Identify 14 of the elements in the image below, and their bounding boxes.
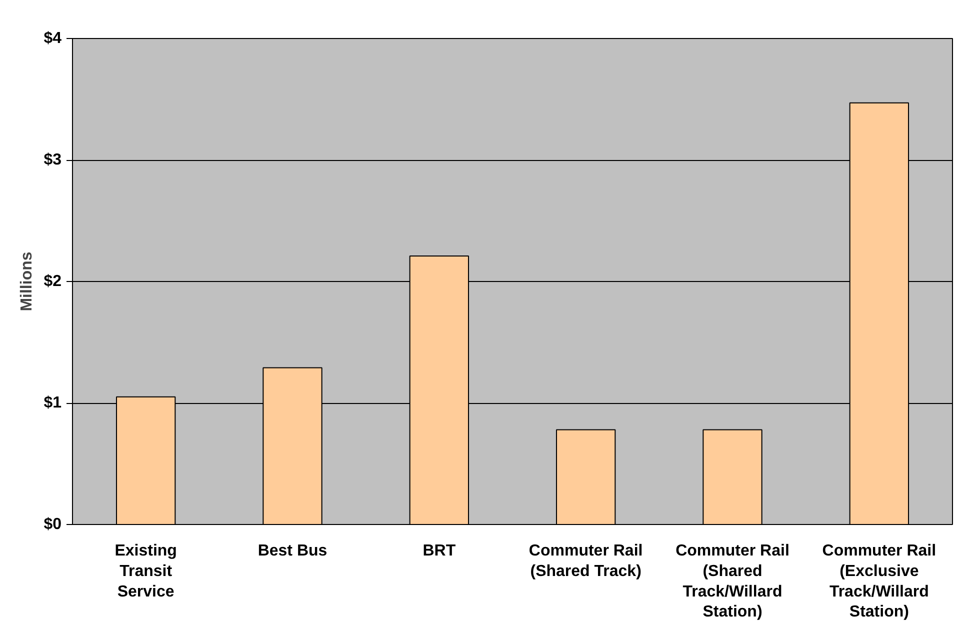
x-tick-label: Commuter Rail (Shared Track/Willard Station): [676, 542, 790, 621]
x-tick-label: Commuter Rail (Shared Track): [528, 542, 643, 580]
bar: [556, 429, 616, 524]
y-tick-label: $3: [44, 152, 62, 168]
y-tick-label: $0: [44, 516, 62, 533]
y-axis-title: Millions: [18, 252, 36, 312]
x-tick-label: Best Bus: [258, 542, 328, 560]
x-tick-label: Commuter Rail (Exclusive Track/Willard Station): [822, 542, 936, 621]
y-tick-label: $2: [44, 273, 62, 290]
y-tick-label: $1: [44, 394, 62, 412]
x-tick-label: Existing Transit Service: [114, 542, 177, 600]
bar: [702, 429, 762, 524]
y-tick-label: $4: [44, 30, 62, 47]
x-tick-label: BRT: [422, 542, 456, 560]
